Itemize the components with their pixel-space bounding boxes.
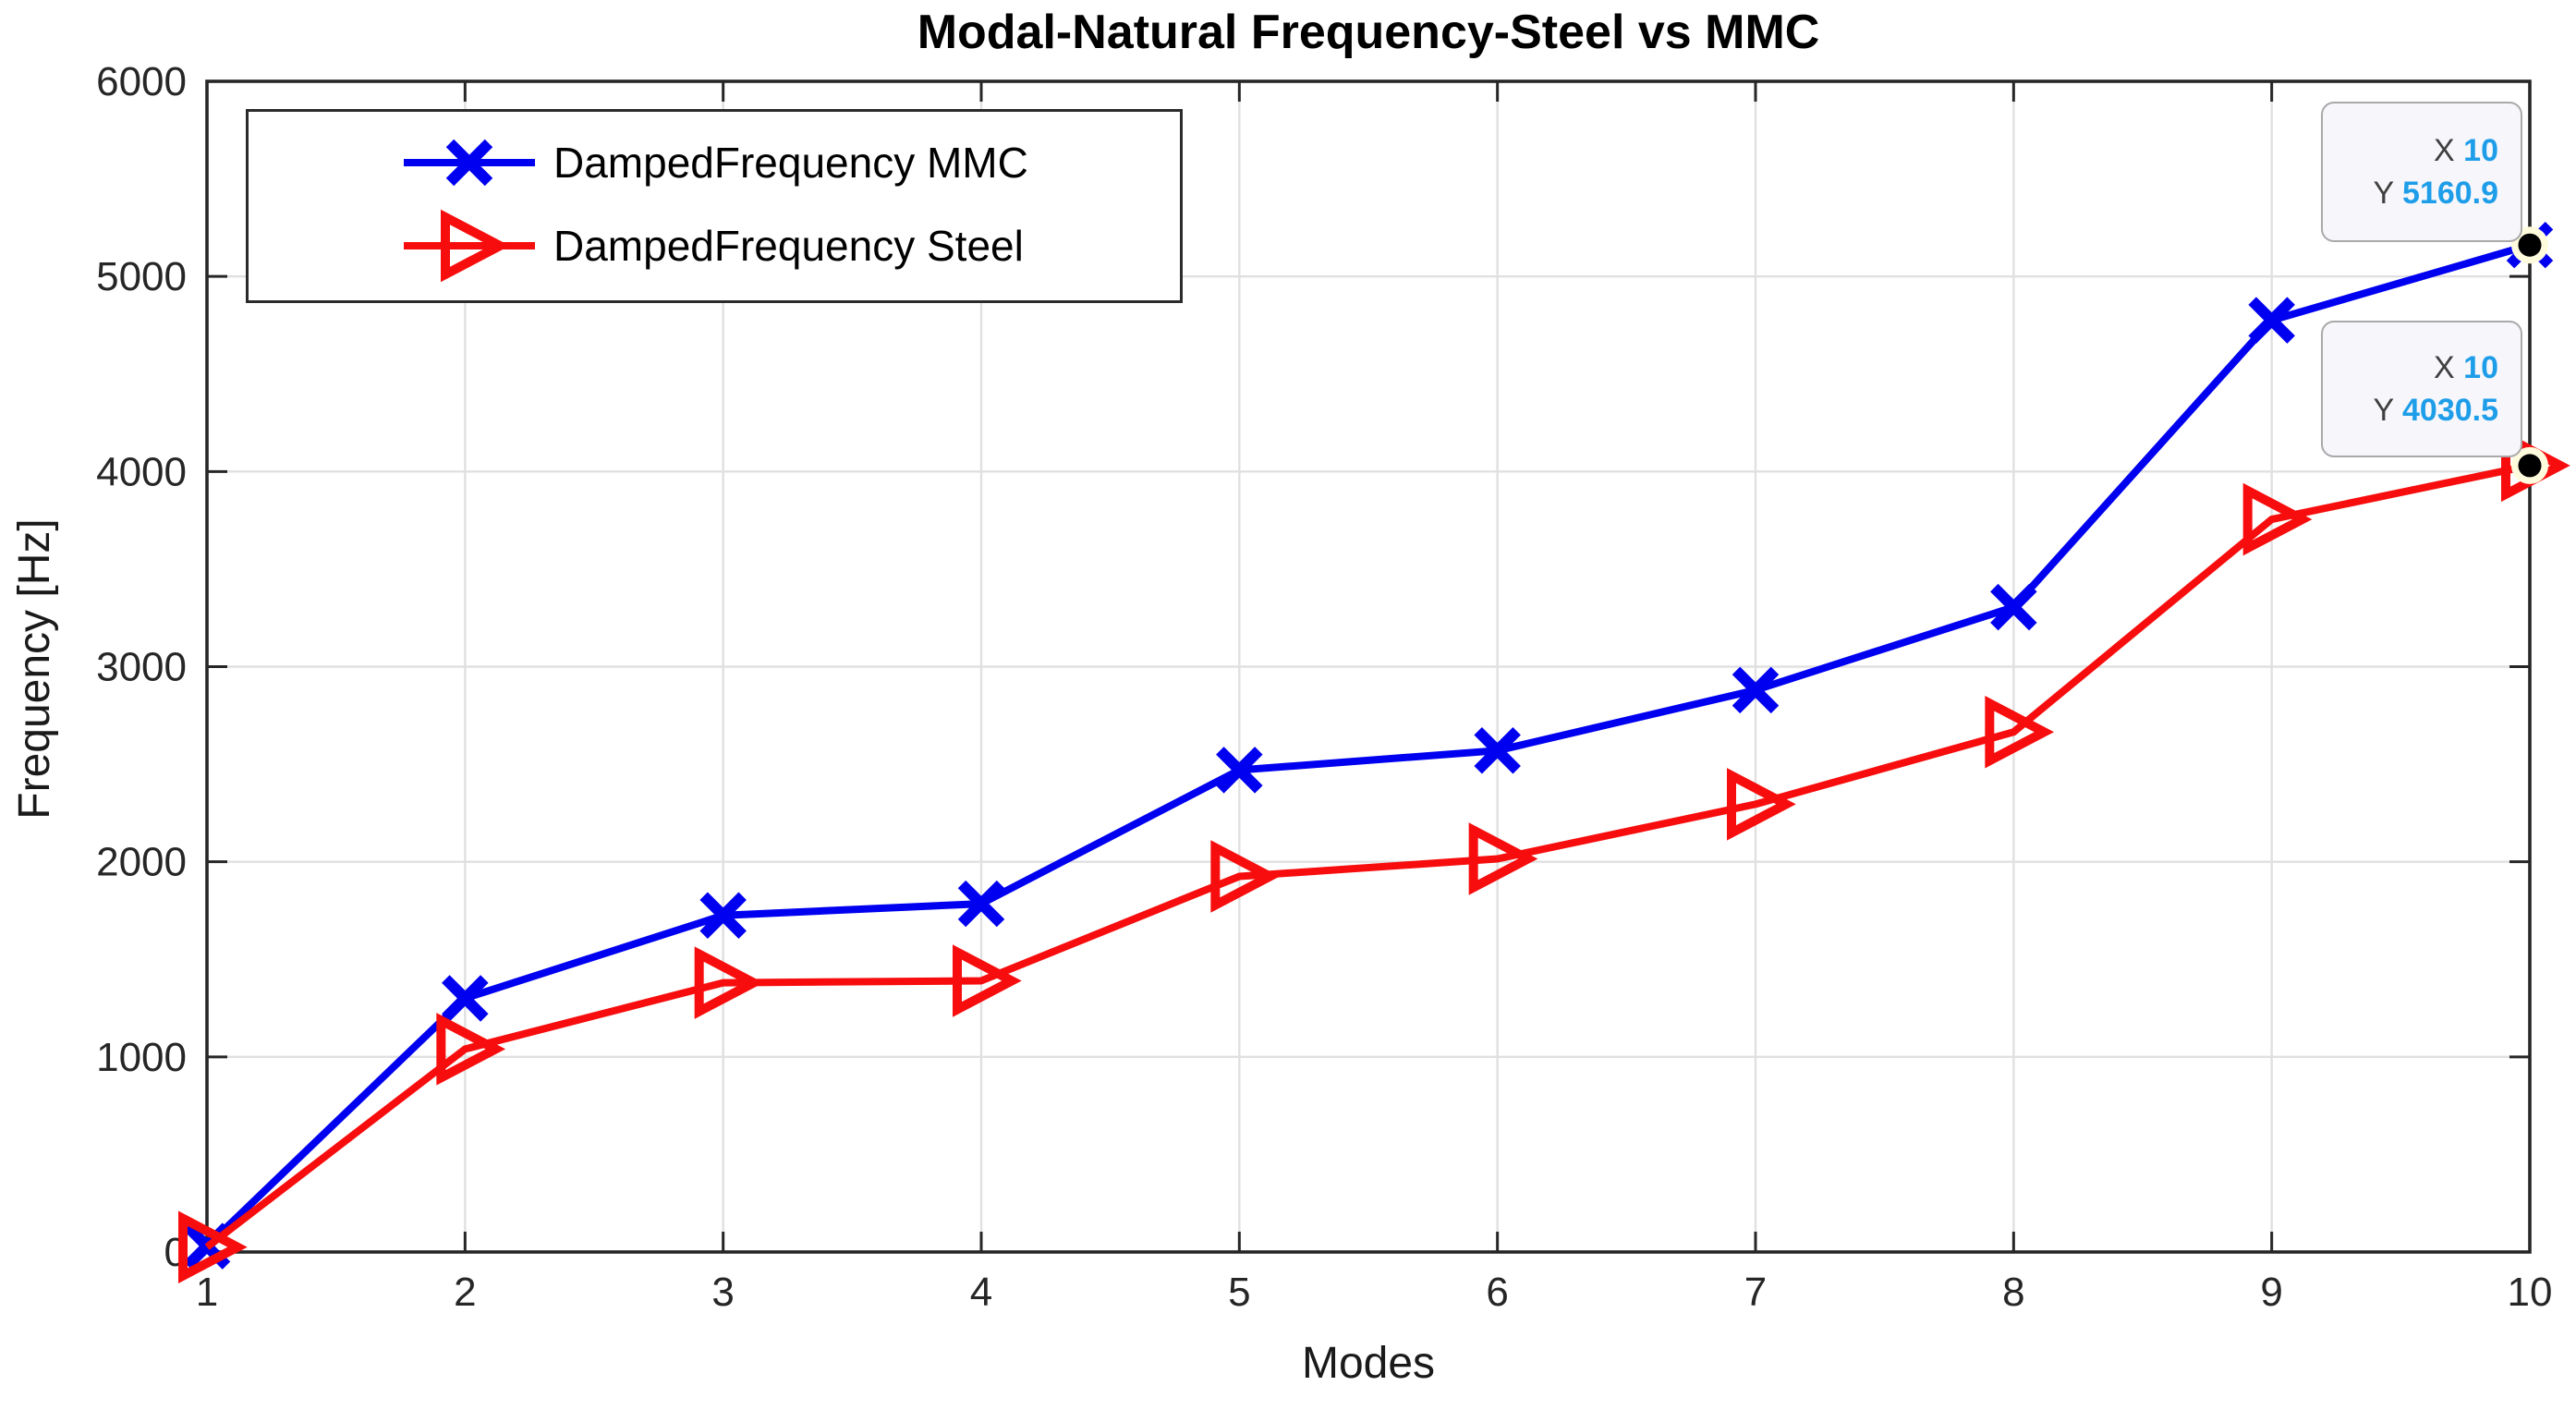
triangle-right-marker [1468, 822, 1538, 895]
legend-sample-steel-line-icon [404, 209, 535, 283]
datatip-y-row: Y 5160.9 [2373, 176, 2498, 211]
legend-label-mmc: DampedFrequency MMC [553, 139, 1028, 187]
series-line[interactable] [204, 461, 2531, 1250]
x-marker [1474, 727, 1521, 774]
anchor-dot [2518, 454, 2542, 478]
y-tick-label: 1000 [96, 1035, 187, 1080]
triangle-right-marker [1985, 695, 2055, 769]
datatip-mmc-mode10[interactable]: X 10 Y 5160.9 [2321, 102, 2522, 242]
x-marker [699, 892, 747, 939]
triangle-right-marker [2242, 482, 2313, 556]
tick-marks [205, 79, 2532, 1254]
anchor-dot [2518, 233, 2542, 257]
y-axis-label: Frequency [Hz] [10, 518, 59, 820]
x-axis-label: Modes [1301, 1339, 1436, 1388]
x-marker [2248, 297, 2295, 344]
x-tick-label: 3 [711, 1270, 734, 1315]
triangle-right-marker [441, 209, 510, 283]
x-marker [1990, 583, 2037, 631]
triangle-right-marker [694, 946, 764, 1019]
x-marker [1216, 747, 1263, 794]
x-tick-label: 6 [1486, 1270, 1508, 1315]
x-marker [442, 975, 489, 1022]
series-line[interactable] [204, 241, 2532, 1249]
datatip-anchor-marker[interactable] [2511, 446, 2548, 484]
triangle-right-marker [953, 944, 1022, 1017]
datatip-x-row: X 10 [2434, 350, 2498, 385]
triangle-right-marker [436, 1013, 506, 1086]
chart-title: Modal-Natural Frequency-Steel vs MMC [917, 6, 1820, 59]
x-marker [957, 880, 1005, 928]
datatip-steel-mode10[interactable]: X 10 Y 4030.5 [2321, 321, 2522, 457]
legend-entry-mmc[interactable]: DampedFrequency MMC [249, 133, 1180, 192]
y-tick-label: 4000 [96, 449, 187, 494]
series-mmc[interactable] [183, 221, 2554, 1270]
x-tick-label: 9 [2260, 1270, 2282, 1315]
x-tick-label: 10 [2508, 1270, 2553, 1315]
triangle-right-marker [1210, 840, 1281, 913]
datatip-x-row: X 10 [2434, 133, 2498, 168]
triangle-right-marker [1727, 768, 1796, 841]
y-tick-label: 6000 [96, 59, 187, 104]
grid [207, 81, 2530, 1252]
x-tick-label: 5 [1228, 1270, 1250, 1315]
x-marker [445, 139, 493, 187]
x-marker [1732, 666, 1780, 714]
y-tick-label: 3000 [96, 645, 187, 690]
datatip-y-row: Y 4030.5 [2373, 393, 2498, 428]
x-tick-label: 8 [2002, 1270, 2024, 1315]
y-tick-label: 2000 [96, 840, 187, 885]
triangle-right-marker [178, 1210, 248, 1283]
x-tick-label: 2 [454, 1270, 476, 1315]
legend-entry-steel[interactable]: DampedFrequency Steel [249, 209, 1180, 283]
x-tick-label: 1 [196, 1270, 218, 1315]
series-steel[interactable] [178, 429, 2570, 1283]
x-tick-label: 4 [970, 1270, 992, 1315]
x-tick-label: 7 [1744, 1270, 1767, 1315]
legend-label-steel: DampedFrequency Steel [553, 222, 1024, 270]
y-tick-label: 5000 [96, 254, 187, 299]
legend[interactable]: DampedFrequency MMC DampedFrequency Stee… [246, 109, 1183, 303]
legend-sample-mmc-line-icon [404, 133, 535, 192]
